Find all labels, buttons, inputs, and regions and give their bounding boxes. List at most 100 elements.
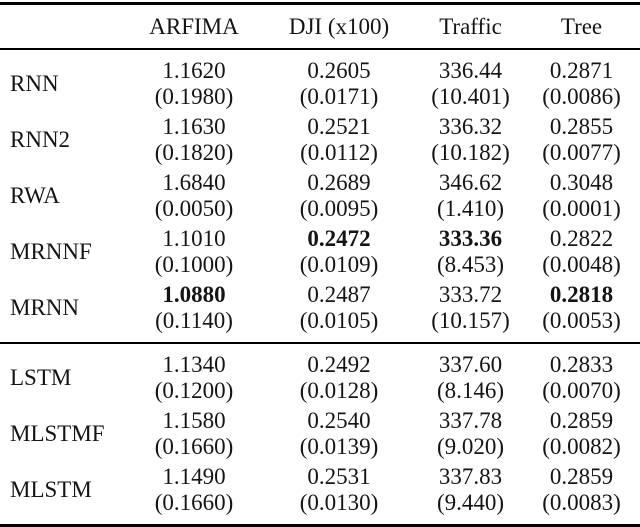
cell-std: (0.0048) bbox=[542, 252, 621, 277]
data-cell: 1.1490 (0.1660) bbox=[128, 462, 260, 526]
cell-std: (0.1980) bbox=[154, 84, 234, 109]
data-cell: 0.2833 (0.0070) bbox=[523, 342, 640, 406]
data-cell: 0.2472 (0.0109) bbox=[260, 224, 418, 280]
data-cell: 0.2822 (0.0048) bbox=[523, 224, 640, 280]
cell-value: 0.2859 bbox=[549, 408, 614, 433]
cell-value: 0.2855 bbox=[549, 114, 614, 139]
data-cell: 336.44 (10.401) bbox=[418, 49, 523, 112]
data-cell: 337.60 (8.146) bbox=[418, 342, 523, 406]
cell-value: 1.1340 bbox=[162, 352, 226, 377]
cell-value: 0.2472 bbox=[307, 226, 371, 251]
row-label: RNN2 bbox=[10, 127, 71, 152]
cell-value: 0.2689 bbox=[307, 170, 371, 195]
data-cell: 0.2492 (0.0128) bbox=[260, 342, 418, 406]
cell-value: 0.2531 bbox=[307, 464, 371, 489]
data-cell: 1.0880 (0.1140) bbox=[128, 280, 260, 343]
cell-value: 336.44 bbox=[438, 58, 503, 83]
cell-value: 0.2540 bbox=[307, 408, 371, 433]
cell-value: 337.83 bbox=[438, 464, 503, 489]
cell-std: (0.0053) bbox=[542, 308, 621, 333]
row-label: MLSTM bbox=[10, 477, 92, 502]
header-cell-traffic: Traffic bbox=[418, 3, 523, 50]
data-cell: 0.2871 (0.0086) bbox=[523, 49, 640, 112]
data-cell: 0.2521 (0.0112) bbox=[260, 112, 418, 168]
data-cell: 0.2540 (0.0139) bbox=[260, 406, 418, 462]
cell-std: (0.0105) bbox=[299, 308, 379, 333]
cell-std: (0.1660) bbox=[154, 434, 234, 459]
cell-value: 337.78 bbox=[438, 408, 503, 433]
cell-std: (0.0130) bbox=[299, 490, 379, 515]
cell-std: (0.1200) bbox=[154, 378, 234, 403]
data-cell: 0.2818 (0.0053) bbox=[523, 280, 640, 343]
cell-std: (0.0112) bbox=[300, 140, 378, 165]
data-cell: 346.62 (1.410) bbox=[418, 168, 523, 224]
cell-std: (0.0095) bbox=[299, 196, 379, 221]
data-cell: 1.1010 (0.1000) bbox=[128, 224, 260, 280]
cell-value: 1.1490 bbox=[162, 464, 226, 489]
header-cell-tree: Tree bbox=[523, 3, 640, 50]
data-cell: 1.1630 (0.1820) bbox=[128, 112, 260, 168]
data-cell: 0.2855 (0.0077) bbox=[523, 112, 640, 168]
table-row-mrnn: MRNN 1.0880 (0.1140) 0.2487 (0.0105) 333.72 (1… bbox=[0, 280, 640, 343]
cell-value: 0.2818 bbox=[549, 282, 614, 307]
table-row-rnn2: RNN2 1.1630 (0.1820) 0.2521 (0.0112) 336.32 (1… bbox=[0, 112, 640, 168]
data-cell: 1.1340 (0.1200) bbox=[128, 342, 260, 406]
header-row: ARFIMA DJI (x100) Traffic Tree bbox=[0, 3, 640, 50]
row-label: RWA bbox=[10, 183, 60, 208]
header-cell-arfima: ARFIMA bbox=[128, 3, 260, 50]
cell-value: 1.6840 bbox=[162, 170, 226, 195]
data-cell: 1.1620 (0.1980) bbox=[128, 49, 260, 112]
table-row-rnn: RNN 1.1620 (0.1980) 0.2605 (0.0171) 336.44 (10… bbox=[0, 49, 640, 112]
row-label: MRNNF bbox=[10, 239, 92, 264]
cell-std: (8.146) bbox=[436, 378, 505, 403]
data-cell: 336.32 (10.182) bbox=[418, 112, 523, 168]
header-cell-dji: DJI (x100) bbox=[260, 3, 418, 50]
data-cell: 1.6840 (0.0050) bbox=[128, 168, 260, 224]
data-cell: 333.36 (8.453) bbox=[418, 224, 523, 280]
data-cell: 0.2531 (0.0130) bbox=[260, 462, 418, 526]
cell-std: (0.0083) bbox=[542, 490, 621, 515]
cell-value: 0.2605 bbox=[307, 58, 371, 83]
cell-value: 1.1630 bbox=[162, 114, 226, 139]
cell-std: (0.1820) bbox=[154, 140, 234, 165]
cell-std: (0.0128) bbox=[299, 378, 379, 403]
cell-std: (0.0086) bbox=[542, 84, 621, 109]
cell-std: (1.410) bbox=[436, 196, 505, 221]
cell-value: 0.2859 bbox=[549, 464, 614, 489]
cell-std: (0.0139) bbox=[299, 434, 379, 459]
cell-std: (0.0050) bbox=[154, 196, 234, 221]
cell-value: 337.60 bbox=[438, 352, 503, 377]
cell-value: 0.2871 bbox=[549, 58, 614, 83]
cell-std: (10.182) bbox=[431, 140, 510, 165]
row-label: MLSTMF bbox=[10, 421, 105, 446]
table-row-rwa: RWA 1.6840 (0.0050) 0.2689 (0.0095) 346.62 (1.… bbox=[0, 168, 640, 224]
cell-std: (9.020) bbox=[436, 434, 505, 459]
data-cell: 1.1580 (0.1660) bbox=[128, 406, 260, 462]
cell-value: 0.2822 bbox=[549, 226, 614, 251]
cell-std: (10.157) bbox=[431, 308, 510, 333]
cell-value: 0.2487 bbox=[307, 282, 371, 307]
data-cell: 0.2689 (0.0095) bbox=[260, 168, 418, 224]
data-cell: 0.2487 (0.0105) bbox=[260, 280, 418, 343]
cell-std: (0.1140) bbox=[155, 308, 233, 333]
cell-value: 0.2492 bbox=[307, 352, 371, 377]
cell-std: (0.0171) bbox=[299, 84, 379, 109]
data-cell: 337.83 (9.440) bbox=[418, 462, 523, 526]
table-body: RNN 1.1620 (0.1980) 0.2605 (0.0171) 336.44 (10… bbox=[0, 49, 640, 526]
cell-std: (0.1660) bbox=[154, 490, 234, 515]
data-cell: 0.2605 (0.0171) bbox=[260, 49, 418, 112]
data-cell: 337.78 (9.020) bbox=[418, 406, 523, 462]
cell-value: 333.36 bbox=[438, 226, 503, 251]
row-label: LSTM bbox=[0, 342, 128, 406]
cell-std: (8.453) bbox=[436, 252, 505, 277]
table-row-mlstmf: MLSTMF 1.1580 (0.1660) 0.2540 (0.0139) 337.78… bbox=[0, 406, 640, 462]
cell-std: (0.0082) bbox=[542, 434, 621, 459]
data-cell: 0.2859 (0.0082) bbox=[523, 406, 640, 462]
table-row-lstm: LSTM 1.1340 (0.1200) 0.2492 (0.0128) 337.60 (8… bbox=[0, 342, 640, 406]
cell-value: 1.1580 bbox=[162, 408, 226, 433]
cell-std: (9.440) bbox=[436, 490, 505, 515]
cell-value: 1.0880 bbox=[162, 282, 226, 307]
cell-std: (0.0109) bbox=[299, 252, 379, 277]
table-row-mlstm: MLSTM 1.1490 (0.1660) 0.2531 (0.0130) 337.83(… bbox=[0, 462, 640, 526]
